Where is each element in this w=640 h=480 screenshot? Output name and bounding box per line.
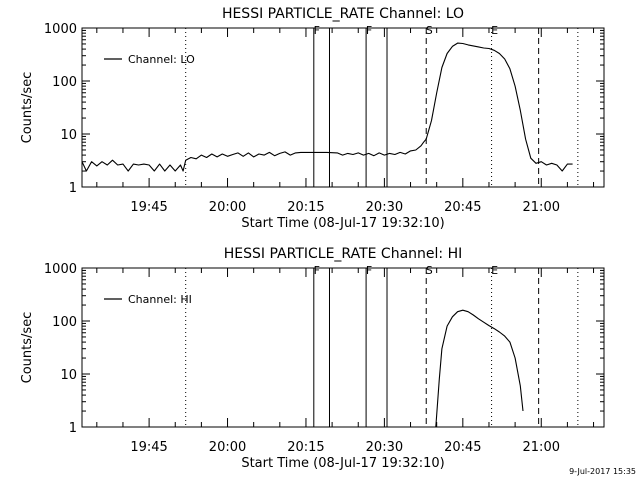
y-tick-label: 1000 bbox=[44, 22, 77, 37]
x-tick-label: 19:45 bbox=[130, 440, 167, 455]
x-tick-label: 20:00 bbox=[209, 440, 246, 455]
x-tick-label: 20:45 bbox=[444, 200, 481, 215]
x-axis-label: Start Time (08-Jul-17 19:32:10) bbox=[241, 216, 444, 231]
x-tick-label: 20:15 bbox=[287, 200, 324, 215]
y-tick-label: 10 bbox=[60, 368, 77, 383]
marker-label: S bbox=[426, 24, 433, 37]
chart-title: HESSI PARTICLE_RATE Channel: HI bbox=[224, 246, 462, 262]
y-tick-label: 10 bbox=[60, 128, 77, 143]
x-tick-label: 21:00 bbox=[523, 440, 560, 455]
footer-timestamp: 9-Jul-2017 15:35 bbox=[569, 467, 636, 476]
lo-channel-panel: HESSI PARTICLE_RATE Channel: LO 1 10 100 100… bbox=[20, 6, 605, 231]
x-tick-label: 20:00 bbox=[209, 200, 246, 215]
marker-label: S bbox=[426, 264, 433, 277]
plot-frame bbox=[81, 27, 605, 188]
y-tick-label: 1 bbox=[69, 181, 77, 196]
x-tick-label: 20:30 bbox=[366, 200, 403, 215]
x-tick-label: 20:30 bbox=[366, 440, 403, 455]
y-tick-label: 100 bbox=[52, 315, 77, 330]
y-axis-label: Counts/sec bbox=[20, 312, 35, 384]
x-tick-label: 21:00 bbox=[523, 200, 560, 215]
x-tick-label: 20:45 bbox=[444, 440, 481, 455]
y-tick-label: 1 bbox=[69, 421, 77, 436]
marker-label: F bbox=[366, 24, 372, 37]
legend-label: Channel: HI bbox=[128, 293, 192, 306]
x-axis-label: Start Time (08-Jul-17 19:32:10) bbox=[241, 456, 444, 471]
marker-label: F bbox=[314, 24, 320, 37]
y-tick-label: 1000 bbox=[44, 262, 77, 277]
marker-label: E bbox=[491, 264, 498, 277]
y-tick-label: 100 bbox=[52, 75, 77, 90]
marker-label: E bbox=[491, 24, 498, 37]
chart-title: HESSI PARTICLE_RATE Channel: LO bbox=[222, 6, 464, 22]
series-line bbox=[81, 42, 573, 172]
marker-label: F bbox=[366, 264, 372, 277]
plot-frame bbox=[81, 267, 605, 428]
y-axis-label: Counts/sec bbox=[20, 72, 35, 144]
x-tick-label: 20:15 bbox=[287, 440, 324, 455]
x-tick-label: 19:45 bbox=[130, 200, 167, 215]
hi-channel-panel: HESSI PARTICLE_RATE Channel: HI 1 10 100 100… bbox=[20, 246, 605, 471]
series-line bbox=[435, 309, 524, 428]
legend-label: Channel: LO bbox=[128, 53, 195, 66]
marker-label: F bbox=[314, 264, 320, 277]
